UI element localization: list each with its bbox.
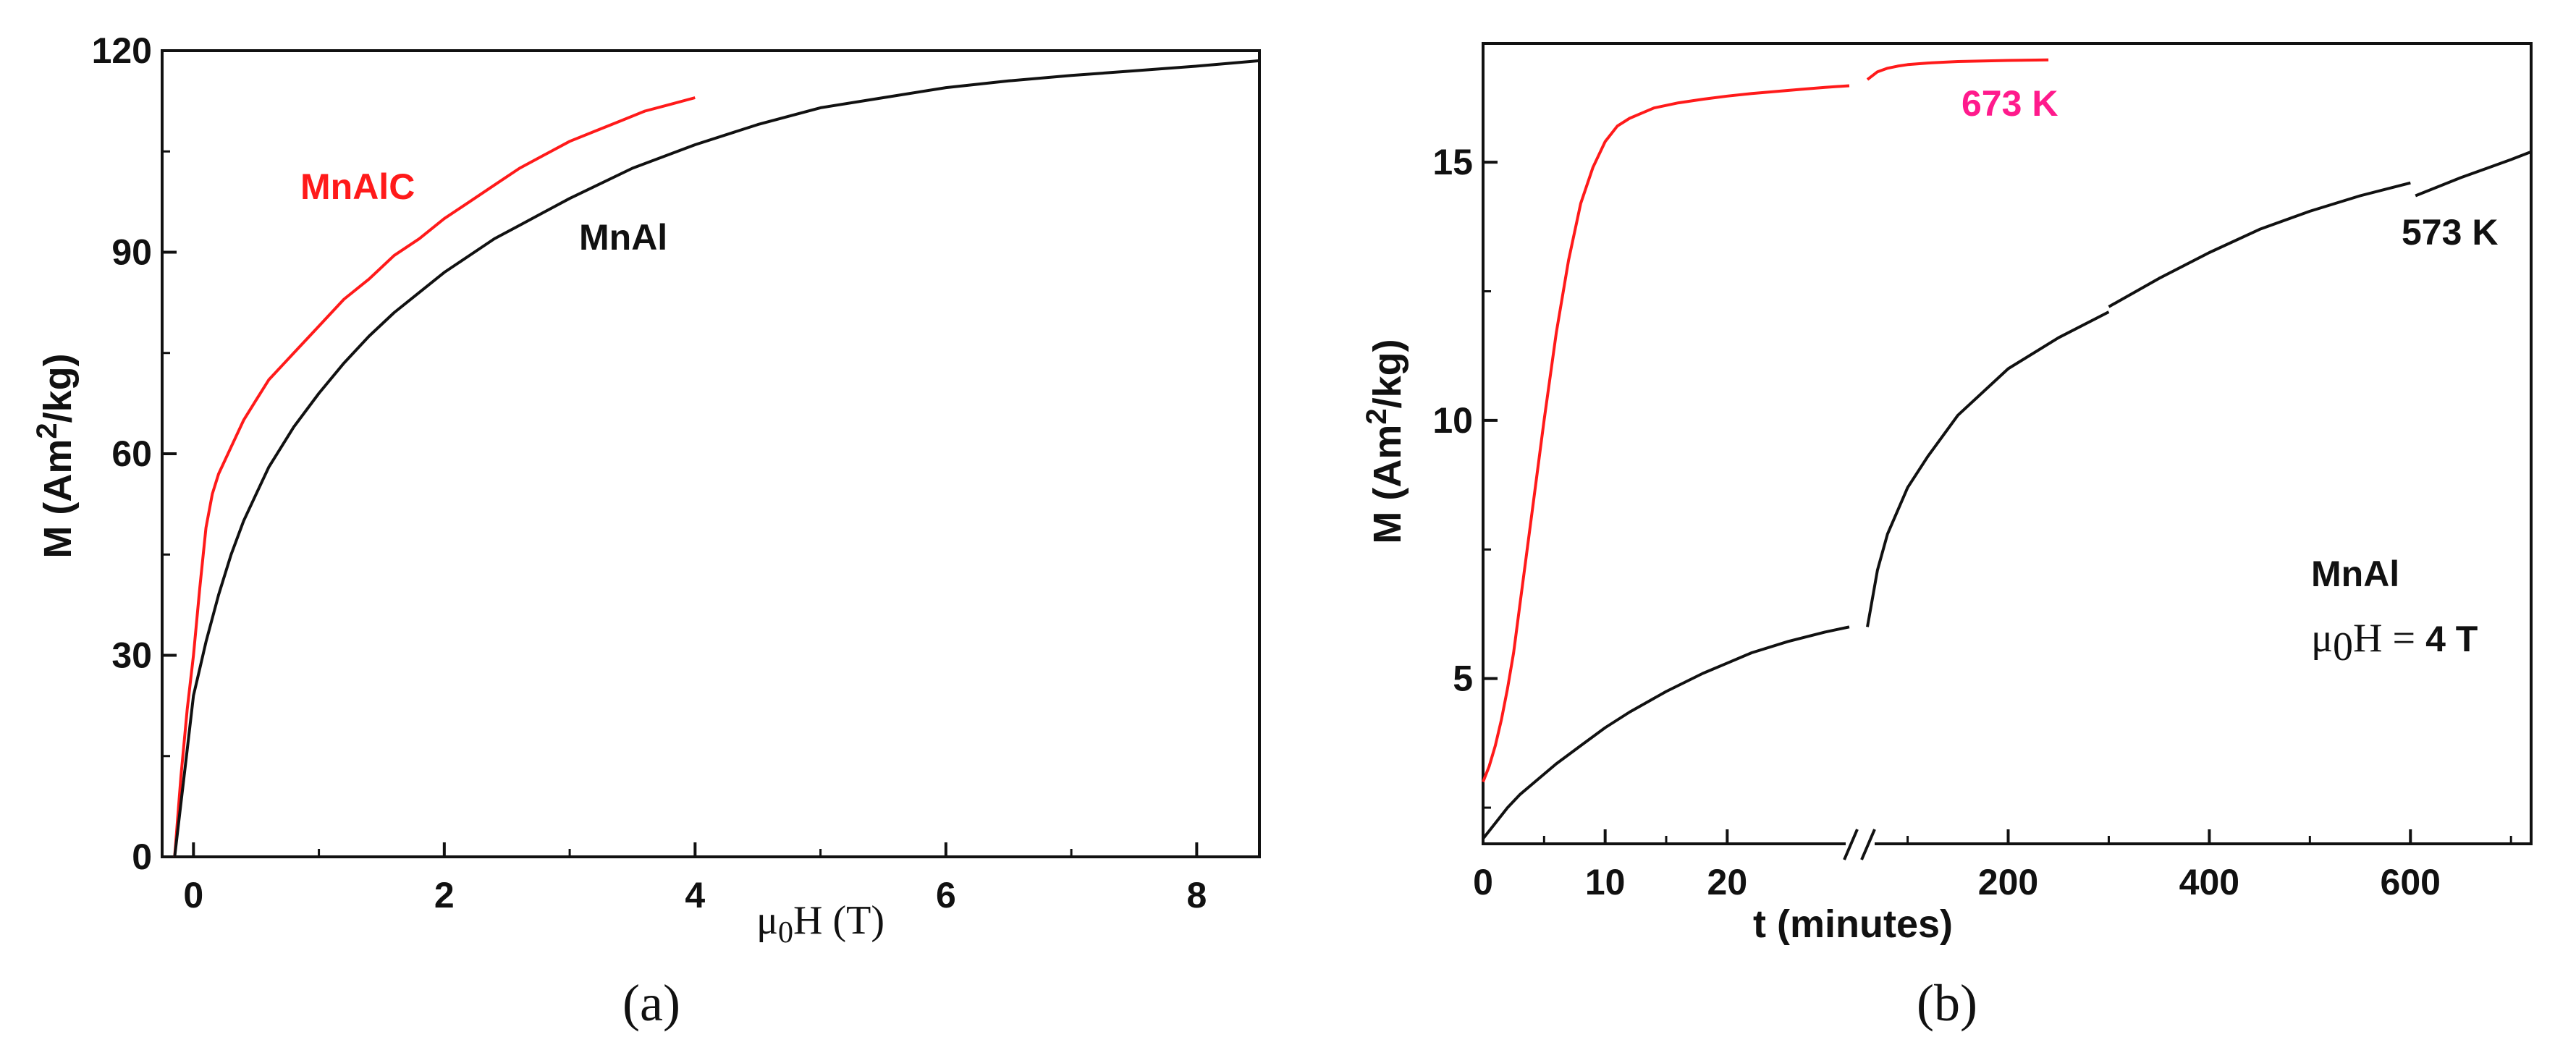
a-ytick-label: 30 [111,635,152,676]
y-title-a-suffix: /kg) [36,353,80,423]
b-xtick-label: 0 [1473,862,1493,902]
panel-b-x-axis-title: t (minutes) [1753,902,1953,946]
panel-a-series [173,59,1260,858]
a-ytick-label: 90 [111,232,152,273]
a-ytick-label: 120 [92,30,152,71]
y-title-b-prefix: M (Am [1366,425,1409,544]
field-value: 4 T [2425,619,2478,659]
y-title-a-sup: 2 [31,423,63,439]
label-673K: 673 K [1961,83,2058,124]
series-line-573k-late-b [2108,181,2411,308]
a-xtick-label: 0 [183,875,203,915]
field-label: μ0H = 4 T [2311,616,2478,669]
b-ytick-label: 10 [1432,400,1473,441]
panel-a-ticks: 0 2 4 6 8 0 30 60 90 120 [92,30,1207,915]
b-xtick-label: 10 [1585,862,1626,902]
b-ytick-label: 5 [1453,659,1473,699]
b-xtick-label: 200 [1978,862,2038,902]
series-line-mnal [173,59,1260,858]
a-ytick-label: 60 [111,433,152,474]
a-xtick-label: 4 [685,875,705,915]
series-line-673k-late [1866,58,2049,81]
x-title-sub: 0 [778,916,793,949]
panel-a-label: (a) [622,974,680,1032]
field-mu: μ [2311,616,2333,661]
series-line-573k-early [1482,625,1850,840]
b-ytick-label: 15 [1432,142,1473,182]
panel-b-plot-frame [1482,42,2533,845]
panel-b-ticks: 0 10 20 200 400 600 5 10 15 [1432,142,2512,902]
series-line-673k-early [1482,84,1850,783]
a-xtick-label: 2 [434,875,455,915]
panel-a-x-axis-title: μ0H (T) [756,898,884,949]
series-line-573k-late-c [2415,150,2532,198]
series-line-mnalc [173,96,696,858]
x-title-rest: H (T) [793,898,884,943]
y-title-a-prefix: M (Am [36,439,80,559]
b-xtick-label: 600 [2381,862,2441,902]
y-title-b-sup: 2 [1361,408,1393,424]
a-ytick-label: 0 [132,837,152,877]
a-xtick-label: 8 [1186,875,1207,915]
sample-label: MnAl [2311,554,2399,594]
label-573K: 573 K [2402,212,2498,253]
panel-b-y-axis-title: M (Am2/kg) [1361,339,1409,543]
panel-b-series [1482,58,2532,840]
b-xtick-label: 20 [1707,862,1748,902]
a-xtick-label: 6 [936,875,956,915]
field-mid: H = [2353,616,2425,661]
field-sub: 0 [2333,625,2353,669]
y-title-b-suffix: /kg) [1366,339,1409,408]
panel-a-y-axis-title: M (Am2/kg) [31,353,80,558]
panel-b-label: (b) [1917,974,1977,1032]
x-title-mu: μ [756,898,778,943]
series-line-573k-late-a [1866,310,2110,627]
axis-break-mark-right [1860,829,1876,860]
mnal-label: MnAl [579,217,667,258]
b-xtick-label: 400 [2179,862,2239,902]
mnalc-label: MnAlC [300,166,415,207]
axis-break-mark-left [1843,829,1859,860]
